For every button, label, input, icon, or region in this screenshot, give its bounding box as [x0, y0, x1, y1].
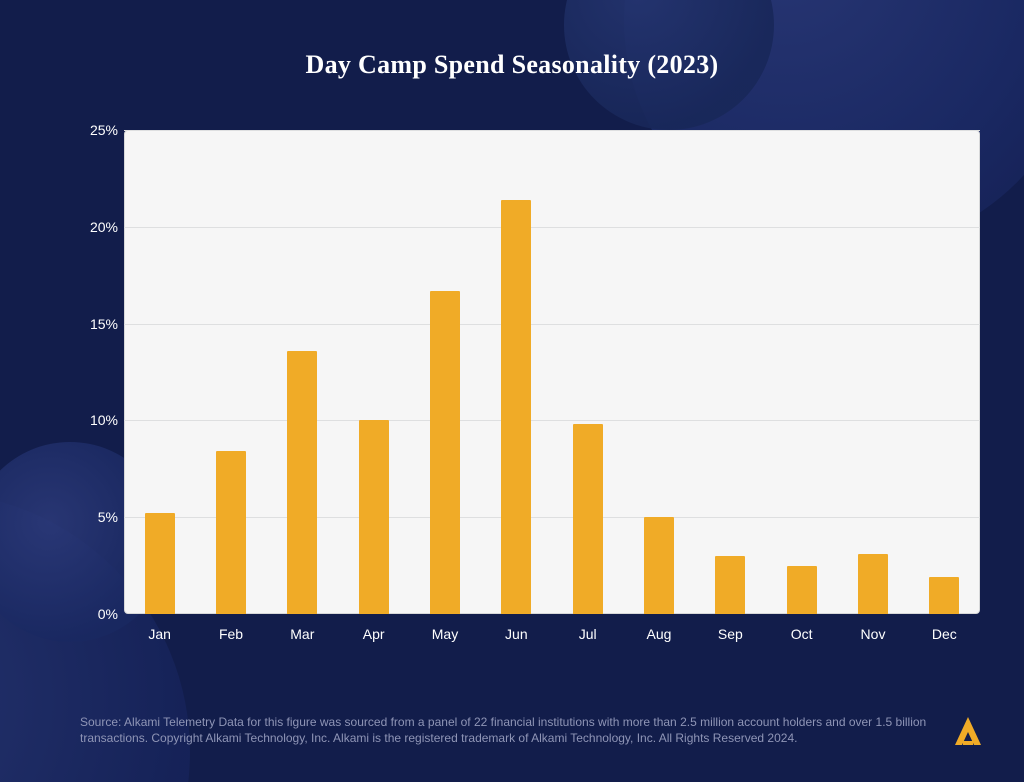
- gridline: [124, 420, 980, 421]
- bar: [929, 577, 959, 614]
- x-axis-tick: Mar: [290, 626, 314, 642]
- bar: [644, 517, 674, 614]
- y-axis-tick: 0%: [72, 606, 118, 622]
- x-axis-tick: Jan: [148, 626, 171, 642]
- y-axis-tick: 10%: [72, 412, 118, 428]
- y-axis-tick: 15%: [72, 316, 118, 332]
- bar: [145, 513, 175, 614]
- page: Day Camp Spend Seasonality (2023) 0% 5% 10…: [0, 0, 1024, 782]
- bar: [430, 291, 460, 614]
- plot-area: [124, 130, 980, 614]
- source-text: Alkami Telemetry Data for this figure wa…: [80, 715, 926, 745]
- x-axis-tick: May: [432, 626, 458, 642]
- bar: [359, 420, 389, 614]
- bar-chart: 0%5%10%15%20%25%JanFebMarAprMayJunJulAug…: [72, 130, 980, 642]
- x-axis-tick: Nov: [861, 626, 886, 642]
- x-axis-tick: Jun: [505, 626, 528, 642]
- bar: [715, 556, 745, 614]
- x-axis-tick: Oct: [791, 626, 813, 642]
- x-axis-tick: Feb: [219, 626, 243, 642]
- chart-title: Day Camp Spend Seasonality (2023): [0, 50, 1024, 80]
- bar: [287, 351, 317, 614]
- y-axis-tick: 5%: [72, 509, 118, 525]
- gridline: [124, 324, 980, 325]
- bar: [501, 200, 531, 614]
- gridline: [124, 517, 980, 518]
- x-axis-tick: Aug: [647, 626, 672, 642]
- x-axis-tick: Jul: [579, 626, 597, 642]
- alkami-logo-icon: [948, 712, 988, 752]
- bar: [787, 566, 817, 614]
- y-axis-tick: 20%: [72, 219, 118, 235]
- x-axis-tick: Sep: [718, 626, 743, 642]
- y-axis-tick: 25%: [72, 122, 118, 138]
- source-footer: Source: Alkami Telemetry Data for this f…: [80, 714, 944, 746]
- bar: [573, 424, 603, 614]
- source-label: Source:: [80, 715, 121, 729]
- x-axis-tick: Apr: [363, 626, 385, 642]
- x-axis-tick: Dec: [932, 626, 957, 642]
- bar: [216, 451, 246, 614]
- gridline: [124, 227, 980, 228]
- bar: [858, 554, 888, 614]
- gridline: [124, 130, 980, 131]
